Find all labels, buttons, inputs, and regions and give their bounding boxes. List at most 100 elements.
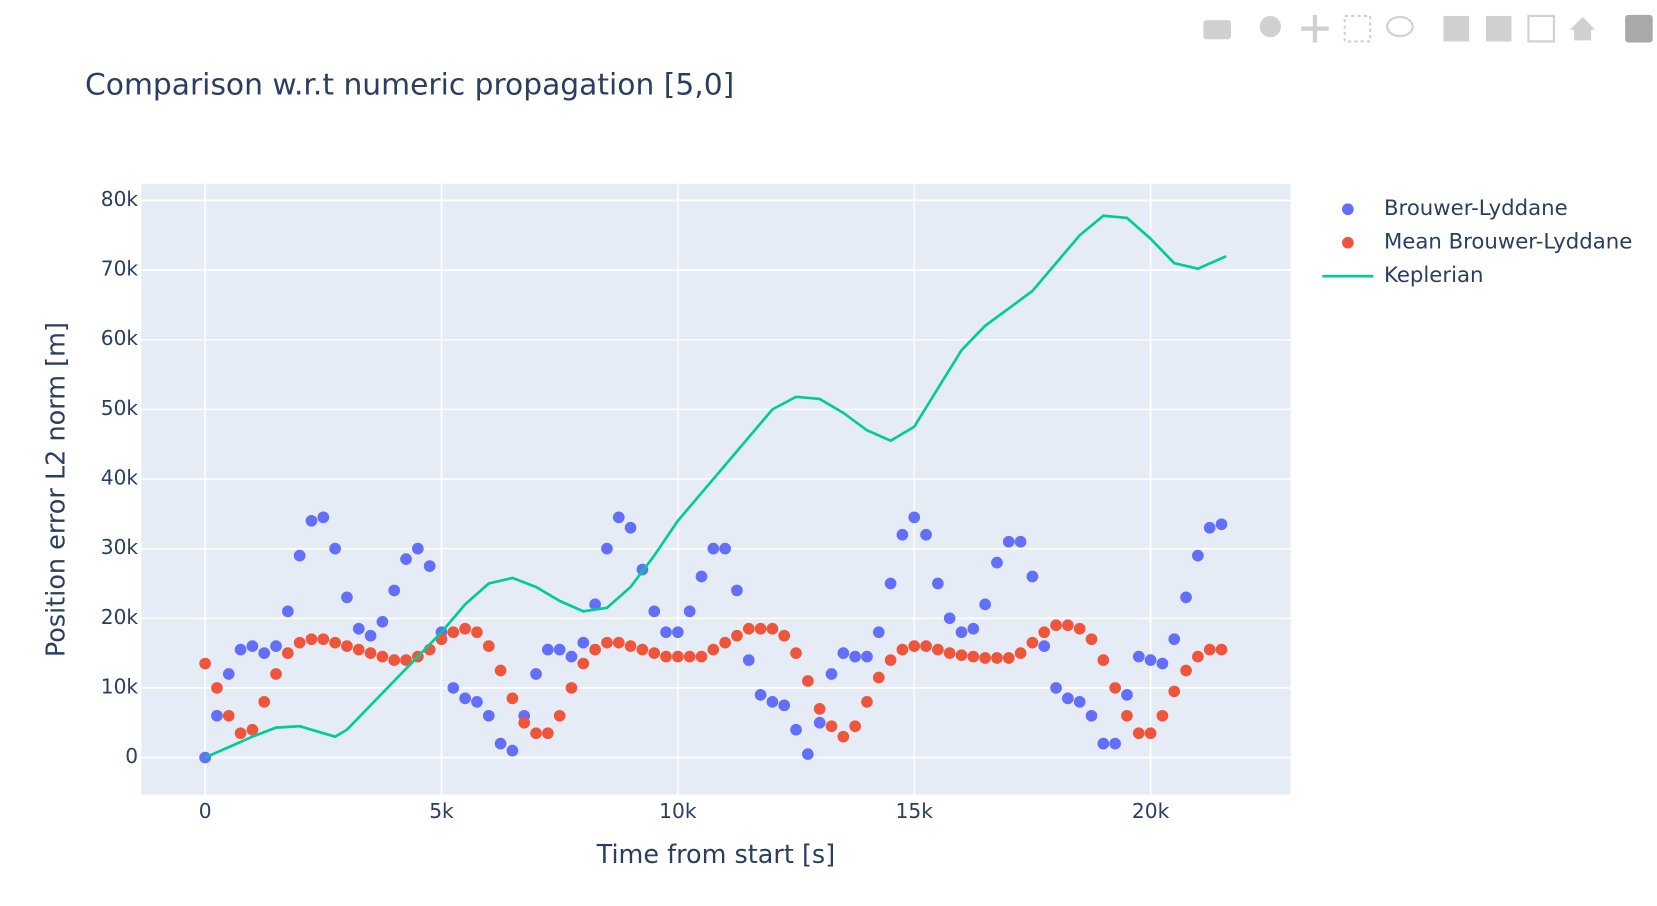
point bbox=[731, 584, 743, 597]
y-tick-label: 60k bbox=[101, 326, 139, 350]
point bbox=[1002, 535, 1015, 548]
point bbox=[849, 650, 861, 663]
legend-label: Brouwer-Lyddane bbox=[1384, 196, 1568, 221]
point bbox=[553, 643, 566, 656]
zoom-out-icon[interactable] bbox=[1485, 15, 1512, 42]
y-tick-label: 40k bbox=[101, 466, 139, 490]
y-tick-label: 30k bbox=[101, 535, 139, 559]
point bbox=[896, 528, 909, 541]
point bbox=[825, 668, 838, 680]
point bbox=[719, 636, 731, 649]
point bbox=[1132, 650, 1145, 663]
point bbox=[211, 709, 223, 722]
point bbox=[1144, 727, 1157, 740]
legend-label: Keplerian bbox=[1384, 263, 1483, 288]
point bbox=[754, 622, 767, 635]
point bbox=[1156, 709, 1169, 722]
point bbox=[400, 654, 412, 666]
point bbox=[1168, 633, 1181, 646]
point bbox=[624, 521, 637, 534]
point bbox=[471, 626, 483, 639]
y-tick-label: 0 bbox=[125, 744, 138, 768]
point bbox=[376, 615, 389, 628]
point bbox=[872, 671, 885, 684]
x-tick-label: 20k bbox=[1132, 799, 1170, 823]
point bbox=[258, 647, 271, 659]
legend-label: Mean Brouwer-Lyddane bbox=[1384, 230, 1632, 255]
point bbox=[1038, 640, 1051, 652]
x-tick-label: 5k bbox=[429, 799, 454, 823]
point bbox=[1014, 647, 1027, 659]
point bbox=[530, 727, 542, 740]
point bbox=[1002, 652, 1015, 664]
plotly-logo[interactable] bbox=[1625, 14, 1653, 43]
point bbox=[991, 556, 1003, 569]
point bbox=[849, 720, 861, 733]
point bbox=[270, 640, 282, 652]
lasso-icon[interactable] bbox=[1386, 15, 1414, 38]
point bbox=[908, 640, 921, 652]
point bbox=[1156, 657, 1169, 670]
point bbox=[943, 612, 956, 625]
point bbox=[1180, 591, 1192, 604]
autoscale-icon[interactable] bbox=[1527, 14, 1555, 43]
point bbox=[932, 577, 944, 590]
point bbox=[282, 647, 294, 659]
point bbox=[872, 626, 885, 639]
zoom-in-icon[interactable] bbox=[1443, 15, 1469, 42]
point bbox=[837, 730, 850, 743]
point bbox=[1192, 549, 1204, 562]
legend-swatch bbox=[1342, 203, 1354, 216]
point bbox=[932, 643, 944, 656]
point bbox=[1144, 654, 1157, 666]
x-axis-title: Time from start [s] bbox=[596, 840, 836, 870]
point bbox=[364, 629, 377, 642]
point bbox=[1215, 518, 1228, 531]
point bbox=[222, 668, 235, 680]
point bbox=[766, 696, 779, 708]
point bbox=[494, 664, 507, 677]
x-tick-label: 0 bbox=[199, 799, 212, 823]
point bbox=[1215, 643, 1228, 656]
point bbox=[376, 650, 389, 663]
point bbox=[979, 652, 991, 664]
point bbox=[790, 723, 802, 736]
point bbox=[329, 542, 341, 555]
camera-icon[interactable] bbox=[1203, 20, 1232, 40]
point bbox=[695, 650, 708, 663]
legend-swatch bbox=[1342, 236, 1354, 249]
point bbox=[766, 622, 779, 635]
point bbox=[1203, 643, 1216, 656]
box-select-icon[interactable] bbox=[1343, 14, 1372, 43]
point bbox=[695, 570, 708, 583]
y-tick-label: 20k bbox=[101, 605, 139, 629]
point bbox=[388, 654, 401, 666]
point bbox=[601, 542, 613, 555]
point bbox=[482, 640, 495, 652]
plot-area bbox=[141, 183, 1291, 795]
point bbox=[1085, 709, 1098, 722]
reset-icon[interactable] bbox=[1569, 16, 1596, 41]
point bbox=[991, 652, 1003, 664]
point bbox=[364, 647, 377, 659]
point bbox=[920, 528, 932, 541]
point bbox=[955, 626, 968, 639]
point bbox=[683, 605, 696, 618]
point bbox=[778, 629, 791, 642]
point bbox=[1109, 682, 1121, 694]
point bbox=[1168, 685, 1181, 698]
pan-icon-bar bbox=[1301, 26, 1329, 31]
point bbox=[482, 709, 495, 722]
point bbox=[707, 643, 720, 656]
point bbox=[802, 748, 814, 760]
point bbox=[1050, 682, 1062, 694]
point bbox=[896, 643, 909, 656]
point bbox=[731, 629, 743, 642]
legend: Brouwer-Lyddane Mean Brouwer-Lyddane Keple… bbox=[1322, 196, 1632, 288]
zoom-icon[interactable] bbox=[1259, 15, 1281, 38]
point bbox=[648, 605, 661, 618]
point bbox=[246, 640, 259, 652]
y-tick-label: 50k bbox=[101, 396, 139, 420]
point bbox=[234, 727, 247, 740]
y-tick-label: 80k bbox=[101, 187, 139, 211]
